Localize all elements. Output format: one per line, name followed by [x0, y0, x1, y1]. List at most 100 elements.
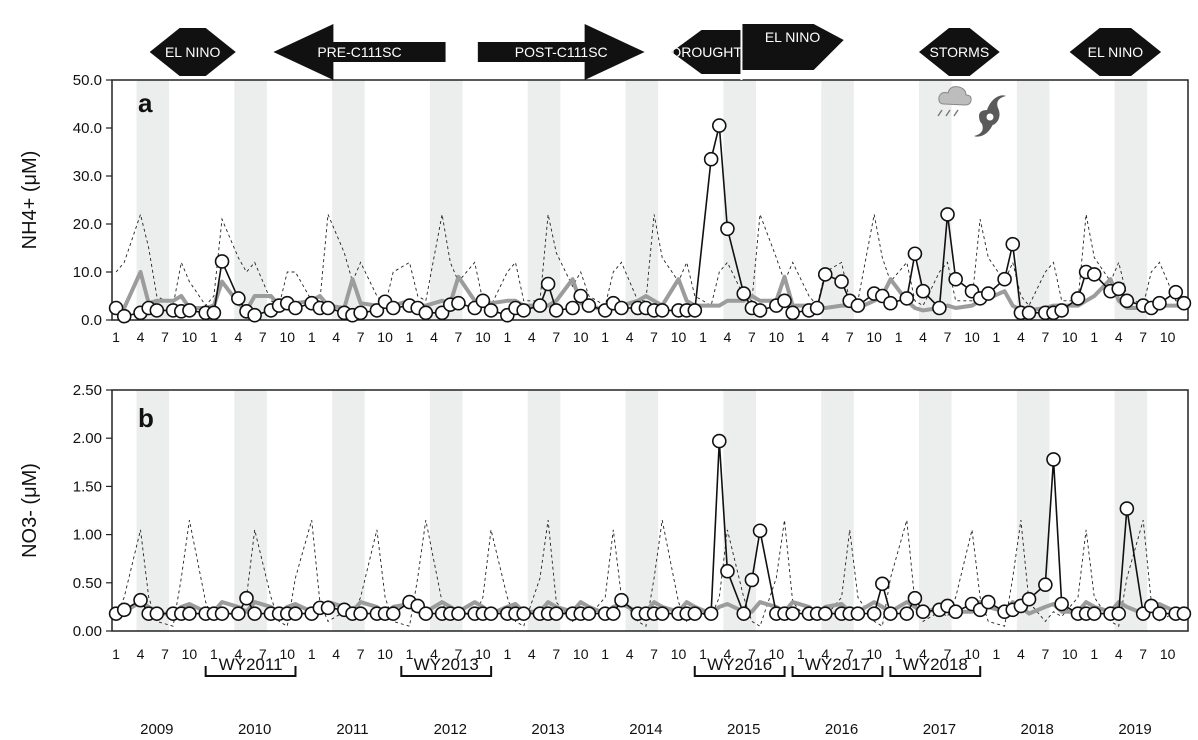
y-axis-label: NO3- (μM)	[19, 463, 41, 558]
x-tick-label: 10	[964, 646, 980, 662]
data-point	[614, 300, 629, 316]
data-point	[980, 286, 996, 301]
year-labels: 2009 2010 2011 2012 2013 2014 2015 2016 2017 2018…	[140, 721, 1152, 738]
y-tick-label: 10.0	[73, 264, 102, 281]
x-tick-label: 7	[552, 329, 560, 345]
y-tick-label: 1.00	[73, 527, 102, 544]
year-label: 2016	[825, 721, 858, 738]
data-point	[1086, 267, 1102, 282]
data-point	[565, 300, 580, 316]
panel-letter: b	[138, 403, 154, 433]
hurricane-icon	[974, 95, 1006, 137]
data-point	[247, 307, 262, 323]
y-tick-label: 30.0	[73, 168, 102, 185]
x-tick-label: 1	[112, 646, 120, 662]
event-arrow	[273, 24, 446, 80]
event-label: POST-C111SC	[515, 44, 608, 60]
x-tick-label: 10	[573, 646, 589, 662]
x-tick-label: 1	[895, 329, 903, 345]
x-tick-label: 1	[1090, 646, 1098, 662]
data-point	[687, 303, 703, 318]
x-tick-label: 7	[357, 646, 365, 662]
x-tick-label: 10	[1160, 646, 1176, 662]
x-tick-label: 4	[332, 329, 340, 345]
x-tick-label: 1	[699, 646, 707, 662]
data-point	[516, 303, 531, 318]
x-tick-label: 4	[332, 646, 340, 662]
x-tick-label: 1	[112, 329, 120, 345]
data-point	[540, 276, 556, 292]
x-tick-label: 1	[406, 646, 414, 662]
data-point	[817, 267, 833, 282]
panel-letter: a	[138, 88, 153, 118]
y-tick-label: 20.0	[73, 216, 102, 233]
data-point	[1119, 501, 1135, 516]
data-point	[548, 606, 564, 621]
season-band	[625, 390, 659, 631]
x-tick-label: 4	[1115, 646, 1123, 662]
event-arrow	[1069, 28, 1162, 76]
x-tick-label: 4	[821, 329, 829, 345]
year-label: 2013	[531, 721, 564, 738]
data-point	[1111, 606, 1127, 621]
data-point	[451, 295, 466, 311]
x-tick-label: 1	[699, 329, 707, 345]
water-year-bracket	[693, 666, 786, 677]
x-tick-label: 4	[724, 329, 732, 345]
panel-a-ammonium: 0.010.020.030.040.050.01 4 7 10 1 4 7 10 1 4 7 10 1 4…	[19, 72, 1192, 345]
x-tick-label: 10	[671, 329, 687, 345]
data-point	[320, 300, 336, 316]
x-tick-label: 4	[919, 329, 927, 345]
event-label: EL NINO	[165, 44, 221, 60]
season-band	[429, 390, 463, 631]
x-tick-label: 1	[601, 329, 609, 345]
data-point	[214, 606, 230, 621]
data-point	[614, 592, 629, 608]
water-year-label: WY2016	[707, 655, 772, 674]
data-point	[483, 606, 499, 621]
data-point	[116, 602, 132, 618]
x-tick-label: 7	[944, 646, 952, 662]
y-tick-label: 1.50	[73, 478, 102, 495]
x-tick-label: 4	[137, 646, 145, 662]
data-point	[850, 606, 866, 621]
x-tick-label: 7	[650, 329, 658, 345]
data-point	[720, 221, 735, 237]
data-point	[116, 308, 132, 324]
rain-cloud-icon	[937, 86, 972, 117]
x-tick-label: 1	[503, 646, 511, 662]
data-point	[1021, 591, 1037, 607]
x-tick-label: 1	[210, 646, 218, 662]
data-point	[1086, 606, 1102, 621]
x-tick-label: 7	[846, 646, 854, 662]
data-point	[1119, 293, 1135, 309]
data-point	[736, 286, 752, 301]
water-year-bracket	[204, 666, 297, 677]
plot-frame	[111, 389, 1189, 632]
water-year-label: WY2018	[903, 655, 968, 674]
season-band	[821, 390, 854, 631]
year-label: 2019	[1118, 721, 1151, 738]
data-point	[1070, 291, 1086, 306]
x-tick-label: 1	[993, 329, 1001, 345]
data-point	[948, 271, 963, 287]
upper-bound-line	[115, 212, 1184, 307]
year-label: 2017	[923, 721, 956, 738]
data-point	[875, 576, 890, 592]
x-tick-label: 4	[430, 329, 438, 345]
season-band	[919, 390, 952, 631]
x-tick-label: 7	[1041, 329, 1049, 345]
data-point	[834, 274, 849, 289]
season-band	[332, 390, 365, 631]
data-point	[548, 303, 564, 318]
storm-icons	[937, 86, 1006, 137]
x-tick-label: 7	[357, 329, 365, 345]
x-tick-label: 7	[161, 329, 169, 345]
x-tick-label: 1	[308, 646, 316, 662]
x-tick-label: 4	[626, 329, 634, 345]
data-point	[418, 305, 434, 321]
water-year-label: WY2017	[805, 655, 870, 674]
x-tick-label: 4	[430, 646, 438, 662]
season-band	[136, 390, 170, 631]
